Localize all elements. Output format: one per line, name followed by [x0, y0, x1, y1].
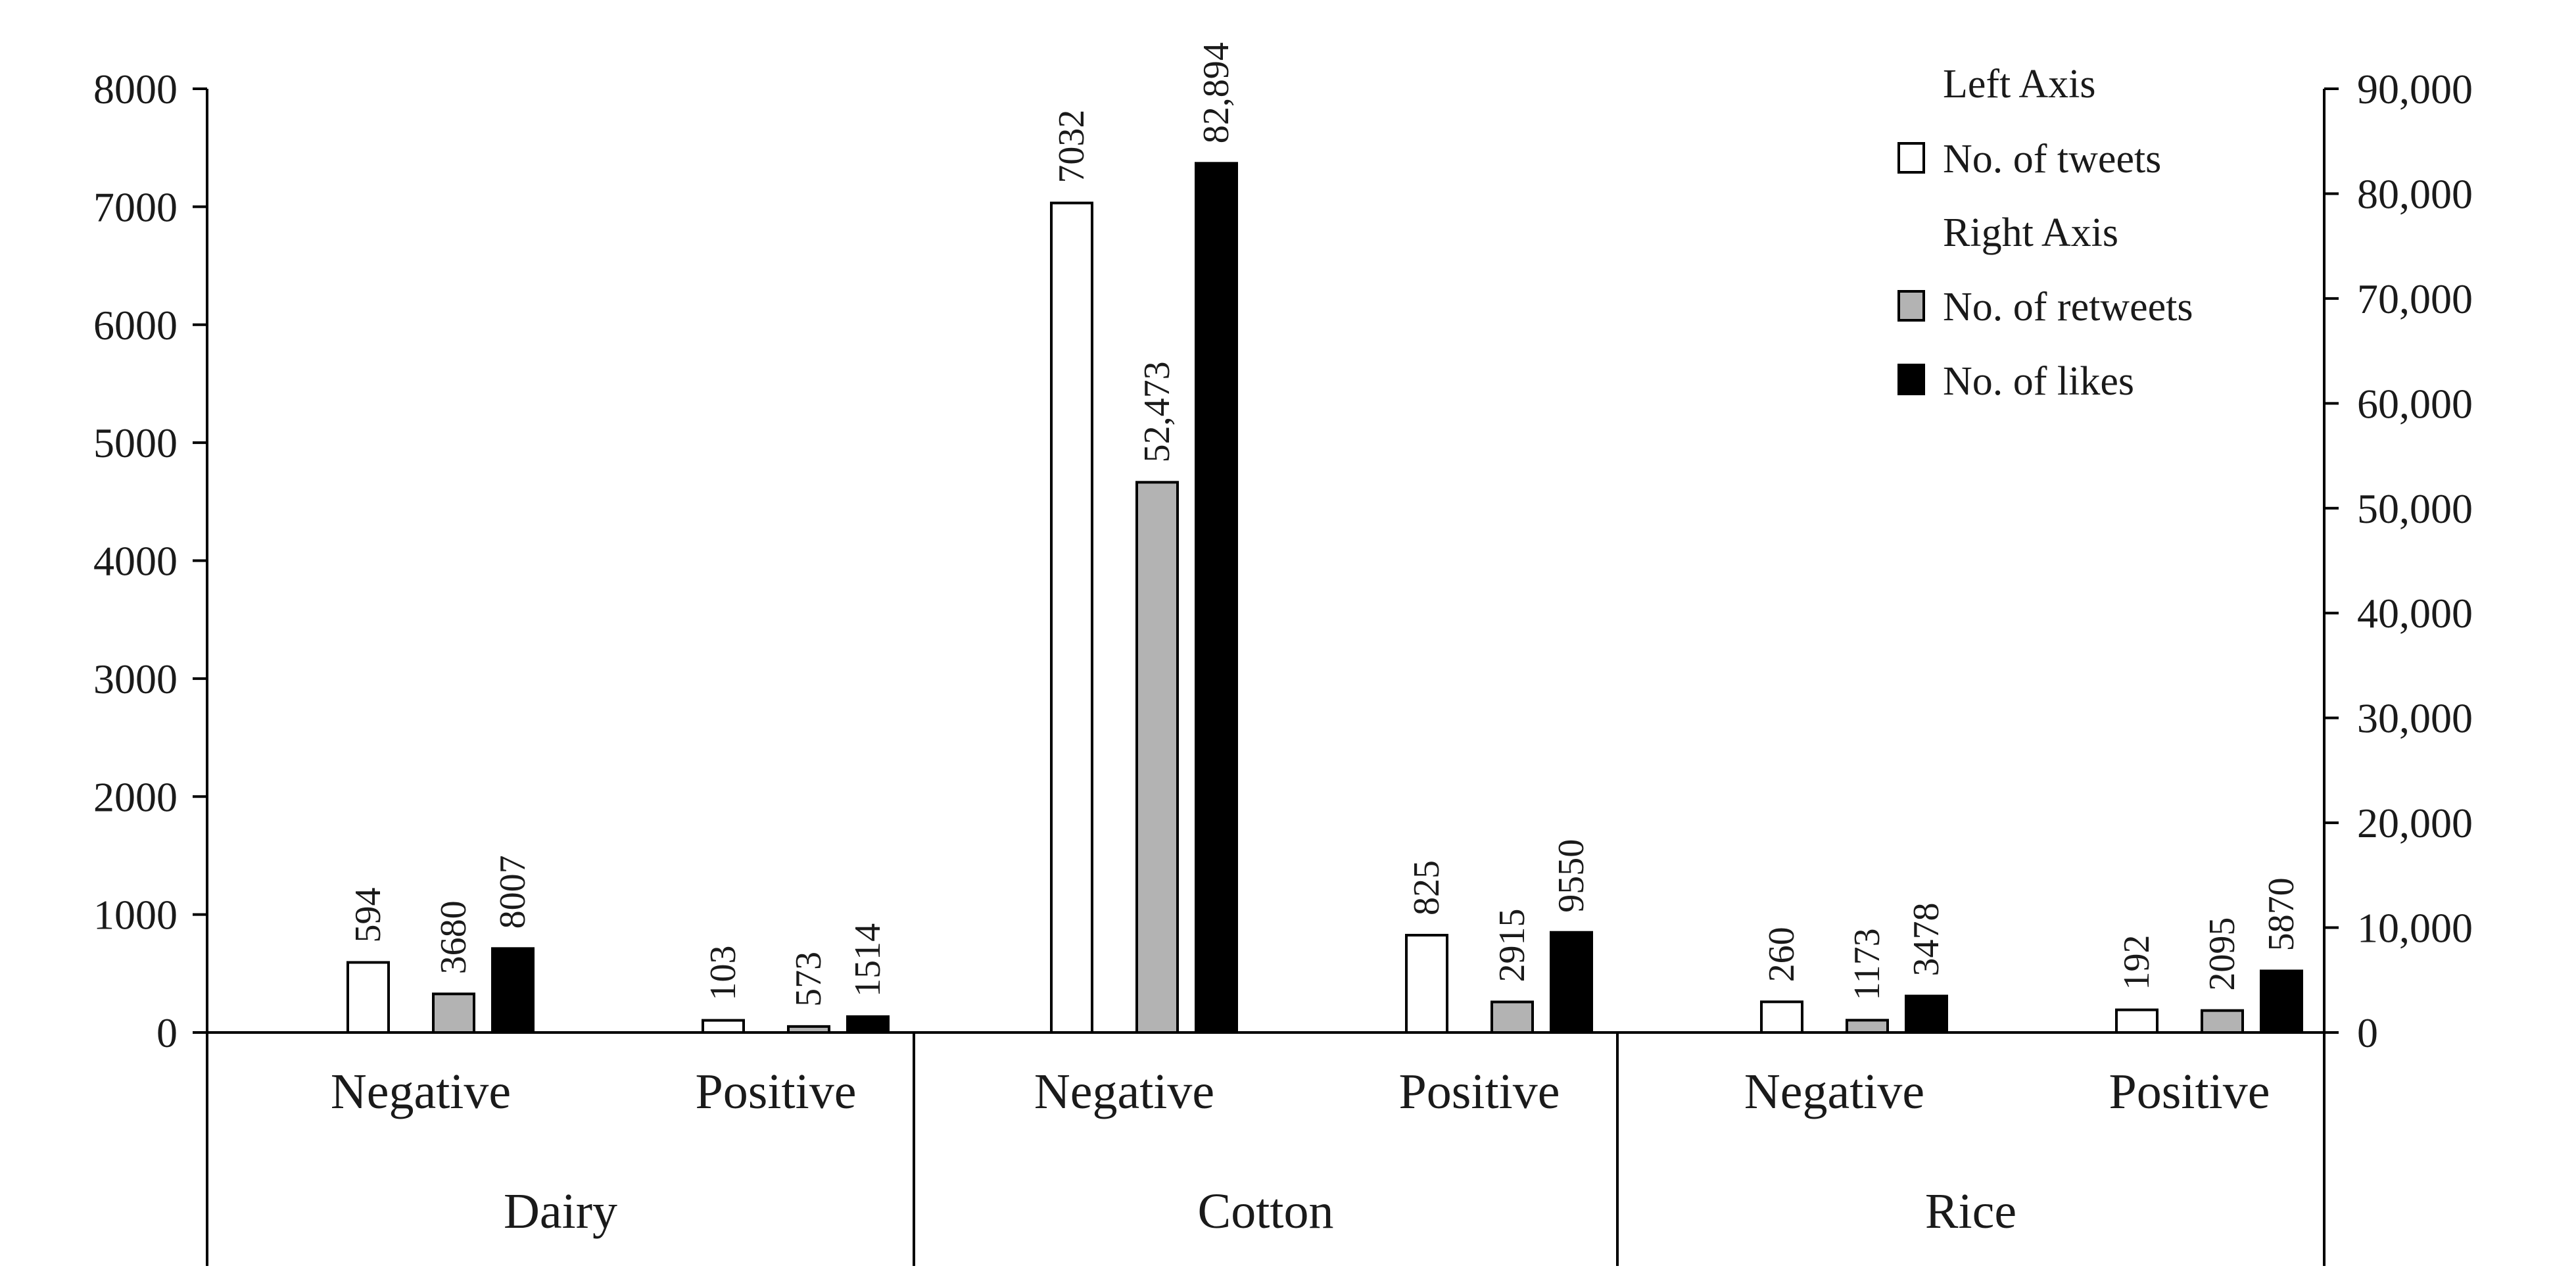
- right-tick-label: 20,000: [2357, 800, 2473, 846]
- data-label: 52,473: [1137, 361, 1178, 462]
- bar-no-of-tweets-0: [346, 961, 390, 1034]
- bar-no-of-likes-0: [491, 947, 535, 1034]
- bar-no-of-likes-3: [1550, 931, 1593, 1034]
- data-label: 3478: [1906, 903, 1947, 977]
- data-label: 573: [788, 952, 829, 1007]
- bar-no-of-retweets-1: [787, 1025, 830, 1034]
- data-label: 260: [1761, 927, 1802, 982]
- left-tick-label: 0: [156, 1009, 178, 1056]
- data-label: 9550: [1551, 839, 1592, 913]
- bar-no-of-retweets-4: [1846, 1019, 1889, 1034]
- legend-left-axis-header: Left Axis: [1943, 62, 2095, 107]
- legend-label-likes: No. of likes: [1943, 359, 2134, 404]
- left-tick-label: 6000: [93, 302, 178, 349]
- legend-label-tweets: No. of tweets: [1943, 137, 2161, 182]
- sentiment-label: Positive: [696, 1064, 857, 1119]
- group-label: Cotton: [1198, 1184, 1334, 1239]
- sentiment-label: Positive: [1399, 1064, 1560, 1119]
- left-tick-label: 1000: [93, 892, 178, 938]
- legend-swatch-retweets: [1897, 290, 1925, 322]
- left-tick-label: 8000: [93, 66, 178, 112]
- right-tick-label: 90,000: [2357, 66, 2473, 112]
- data-label: 1514: [847, 923, 888, 997]
- right-tick-label: 70,000: [2357, 276, 2473, 322]
- data-label: 103: [703, 946, 744, 1001]
- legend-swatch-tweets: [1897, 142, 1925, 174]
- group-label: Rice: [1925, 1184, 2016, 1239]
- bar-no-of-tweets-1: [702, 1019, 745, 1034]
- right-tick-label: 60,000: [2357, 380, 2473, 427]
- left-tick-label: 2000: [93, 773, 178, 820]
- sentiment-label: Positive: [2109, 1064, 2270, 1119]
- data-label: 2915: [1492, 909, 1533, 983]
- data-label: 192: [2116, 935, 2157, 990]
- bar-no-of-likes-5: [2260, 969, 2303, 1034]
- sentiment-label: Negative: [1034, 1064, 1214, 1119]
- bar-no-of-likes-1: [846, 1015, 890, 1034]
- data-labels: 594 103 7032 825 260 192 3680 573 52,473 2915 1173…: [348, 42, 2302, 1007]
- right-tick-label: 50,000: [2357, 485, 2473, 532]
- right-tick-label: 80,000: [2357, 170, 2473, 217]
- right-tick-label: 0: [2357, 1009, 2378, 1056]
- bar-no-of-retweets-0: [432, 992, 475, 1034]
- left-tick-label: 7000: [93, 183, 178, 230]
- legend-label-retweets: No. of retweets: [1943, 285, 2193, 329]
- bar-no-of-likes-4: [1905, 994, 1948, 1034]
- data-label: 1173: [1847, 928, 1888, 1000]
- data-label: 8007: [492, 855, 533, 929]
- group-label: Dairy: [504, 1184, 617, 1239]
- left-tick-label: 4000: [93, 538, 178, 585]
- category-labels: Negative Positive Dairy Negative Positive Cot…: [331, 1064, 2270, 1239]
- data-label: 5870: [2261, 877, 2302, 951]
- sentiment-label: Negative: [1744, 1064, 1924, 1119]
- legend-right-axis-header: Right Axis: [1943, 210, 2118, 255]
- bars: [346, 162, 2303, 1034]
- right-tick-label: 40,000: [2357, 590, 2473, 637]
- bar-no-of-likes-2: [1195, 162, 1238, 1034]
- data-label: 7032: [1051, 110, 1092, 183]
- bar-no-of-tweets-5: [2115, 1008, 2159, 1034]
- data-label: 2095: [2202, 917, 2243, 991]
- data-label: 594: [348, 887, 389, 942]
- bar-no-of-retweets-5: [2201, 1009, 2244, 1034]
- right-tick-label: 30,000: [2357, 695, 2473, 742]
- left-tick-label: 3000: [93, 656, 178, 702]
- legend: Left Axis No. of tweets Right Axis No. o…: [1897, 62, 2193, 404]
- bar-no-of-retweets-3: [1491, 1000, 1534, 1034]
- data-label: 82,894: [1196, 42, 1237, 143]
- left-tick-label: 5000: [93, 420, 178, 466]
- bar-no-of-tweets-4: [1760, 1000, 1803, 1034]
- legend-swatch-likes: [1897, 364, 1925, 395]
- right-tick-label: 10,000: [2357, 905, 2473, 952]
- data-label: 825: [1406, 860, 1447, 915]
- bar-no-of-tweets-2: [1050, 201, 1093, 1034]
- sentiment-label: Negative: [331, 1064, 511, 1119]
- bar-no-of-retweets-2: [1135, 481, 1179, 1034]
- axes: 0 1000 2000 3000 4000 5000 6000 7000 8000 0 10,000…: [93, 66, 2473, 1266]
- data-label: 3680: [433, 900, 474, 974]
- bar-no-of-tweets-3: [1405, 934, 1448, 1034]
